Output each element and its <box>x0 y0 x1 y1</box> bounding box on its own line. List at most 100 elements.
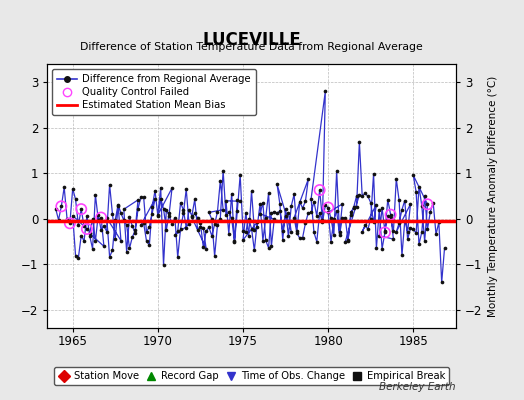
Point <box>378 246 386 252</box>
Point <box>179 210 188 216</box>
Title: LUCEVILLE: LUCEVILLE <box>202 30 301 48</box>
Point <box>242 228 250 235</box>
Point <box>66 220 74 226</box>
Point <box>162 227 171 233</box>
Point <box>315 210 324 216</box>
Point <box>216 178 224 184</box>
Point <box>191 210 199 217</box>
Point <box>287 228 296 235</box>
Point <box>261 214 270 221</box>
Point <box>125 214 134 220</box>
Point <box>137 222 145 228</box>
Point <box>231 239 239 246</box>
Point <box>265 244 273 251</box>
Point <box>80 223 88 230</box>
Point <box>77 206 85 212</box>
Point <box>307 196 315 202</box>
Point <box>239 237 247 243</box>
Point <box>350 204 358 211</box>
Point <box>265 190 273 196</box>
Point <box>435 219 443 226</box>
Point <box>177 226 185 232</box>
Point <box>296 235 304 242</box>
Point <box>389 228 398 234</box>
Point <box>211 253 219 259</box>
Point <box>438 279 446 286</box>
Point <box>69 212 77 219</box>
Point <box>247 225 256 232</box>
Point <box>432 231 440 238</box>
Point <box>381 228 389 234</box>
Point <box>350 204 358 210</box>
Point <box>239 228 247 235</box>
Point <box>409 226 418 233</box>
Point <box>171 232 179 238</box>
Point <box>304 176 312 182</box>
Point <box>361 190 369 196</box>
Point <box>358 228 366 235</box>
Point <box>403 236 412 242</box>
Point <box>327 239 335 245</box>
Point <box>216 215 224 222</box>
Point <box>63 215 71 222</box>
Point <box>71 196 80 202</box>
Point <box>51 205 60 212</box>
Point <box>310 229 318 236</box>
Point <box>321 88 330 94</box>
Point <box>364 226 372 232</box>
Point <box>60 184 69 190</box>
Point <box>386 212 395 218</box>
Point <box>159 262 168 268</box>
Point <box>179 207 188 213</box>
Point <box>281 213 290 219</box>
Point <box>125 245 134 252</box>
Point <box>105 254 114 260</box>
Point <box>256 210 264 217</box>
Point <box>267 210 276 216</box>
Point <box>77 206 85 212</box>
Point <box>145 224 154 230</box>
Point <box>409 172 418 178</box>
Point <box>134 206 142 212</box>
Point <box>315 187 324 193</box>
Point <box>108 247 117 254</box>
Point <box>290 191 298 198</box>
Point <box>398 206 406 213</box>
Point <box>182 186 190 192</box>
Point <box>267 243 276 249</box>
Point <box>74 222 83 228</box>
Point <box>91 192 100 198</box>
Point <box>415 183 423 190</box>
Point <box>233 208 242 214</box>
Point <box>151 187 159 194</box>
Point <box>299 234 307 241</box>
Point <box>143 229 151 235</box>
Point <box>423 201 432 208</box>
Point <box>54 217 63 223</box>
Point <box>293 228 301 234</box>
Point <box>395 197 403 204</box>
Point <box>185 207 193 213</box>
Point <box>423 201 432 208</box>
Point <box>284 210 292 216</box>
Point <box>225 209 233 216</box>
Point <box>406 201 414 207</box>
Point <box>412 189 420 195</box>
Point <box>154 212 162 218</box>
Point <box>347 209 355 215</box>
Point <box>418 229 426 235</box>
Text: Berkeley Earth: Berkeley Earth <box>379 382 456 392</box>
Point <box>94 216 103 223</box>
Point <box>301 220 310 226</box>
Point <box>213 222 222 228</box>
Point <box>392 176 400 182</box>
Point <box>344 238 352 244</box>
Point <box>279 236 287 243</box>
Point <box>273 210 281 216</box>
Point <box>128 223 137 229</box>
Point <box>100 243 108 250</box>
Point <box>173 254 182 260</box>
Point <box>165 210 173 216</box>
Point <box>375 207 384 213</box>
Point <box>401 218 409 224</box>
